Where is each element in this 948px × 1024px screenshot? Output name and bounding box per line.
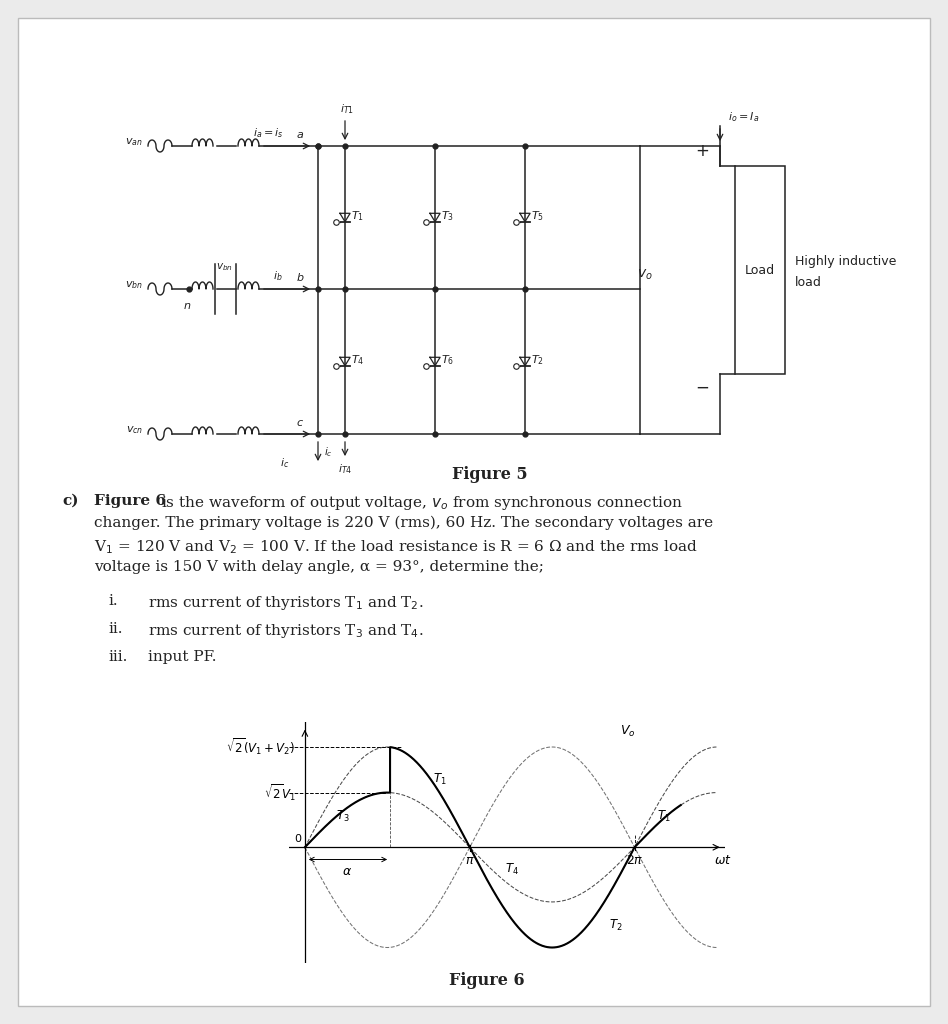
Text: rms current of thyristors T$_3$ and T$_4$.: rms current of thyristors T$_3$ and T$_4… — [148, 622, 424, 640]
Text: load: load — [795, 275, 822, 289]
Text: $\alpha$: $\alpha$ — [342, 865, 353, 878]
Text: $T_3$: $T_3$ — [441, 210, 454, 223]
Text: $T_1$: $T_1$ — [657, 809, 671, 824]
Text: $i_o = I_a$: $i_o = I_a$ — [728, 111, 759, 124]
Text: $T_5$: $T_5$ — [531, 210, 544, 223]
Text: $T_2$: $T_2$ — [610, 918, 623, 933]
Text: $c$: $c$ — [296, 418, 304, 428]
Text: $i_{T1}$: $i_{T1}$ — [340, 102, 354, 116]
Text: +: + — [695, 142, 709, 160]
Text: Highly inductive: Highly inductive — [795, 256, 897, 268]
Text: $-$: $-$ — [695, 378, 709, 396]
Text: $a$: $a$ — [296, 130, 304, 140]
Text: rms current of thyristors T$_1$ and T$_2$.: rms current of thyristors T$_1$ and T$_2… — [148, 594, 424, 612]
Text: $v_{bn}$: $v_{bn}$ — [125, 280, 143, 291]
Text: $T_4$: $T_4$ — [351, 353, 364, 368]
Text: $T_4$: $T_4$ — [505, 862, 520, 877]
Text: $T_3$: $T_3$ — [337, 809, 350, 824]
Text: i.: i. — [108, 594, 118, 608]
Text: ii.: ii. — [108, 622, 122, 636]
Bar — [735, 166, 785, 374]
Text: voltage is 150 V with delay angle, α = 93°, determine the;: voltage is 150 V with delay angle, α = 9… — [94, 560, 544, 574]
Text: $T_1$: $T_1$ — [432, 771, 447, 786]
Text: $b$: $b$ — [296, 271, 304, 283]
Text: V$_1$ = 120 V and V$_2$ = 100 V. If the load resistance is R = 6 Ω and the rms l: V$_1$ = 120 V and V$_2$ = 100 V. If the … — [94, 538, 698, 556]
Text: $T_2$: $T_2$ — [531, 353, 544, 368]
Text: $n$: $n$ — [183, 301, 191, 311]
Text: $0$: $0$ — [294, 833, 302, 844]
Text: input PF.: input PF. — [148, 650, 216, 664]
Text: $v_o$: $v_o$ — [637, 268, 653, 283]
Text: $i_a = i_s$: $i_a = i_s$ — [253, 126, 283, 140]
Text: $v_{bn}$: $v_{bn}$ — [216, 261, 233, 273]
Text: $i_c$: $i_c$ — [324, 445, 333, 459]
Text: $\pi$: $\pi$ — [465, 854, 475, 866]
Text: $T_1$: $T_1$ — [351, 210, 364, 223]
Text: Figure 5: Figure 5 — [452, 466, 528, 483]
Text: $i_{T4}$: $i_{T4}$ — [337, 462, 353, 476]
Text: $V_o$: $V_o$ — [620, 724, 635, 738]
Text: $v_{an}$: $v_{an}$ — [125, 136, 143, 147]
Text: $\sqrt{2}(V_1+V_2)$: $\sqrt{2}(V_1+V_2)$ — [227, 736, 296, 758]
Text: Load: Load — [745, 263, 775, 276]
Text: $T_6$: $T_6$ — [441, 353, 454, 368]
Text: $2\pi$: $2\pi$ — [626, 854, 644, 866]
Text: c): c) — [62, 494, 79, 508]
Text: $\sqrt{2}V_1$: $\sqrt{2}V_1$ — [264, 782, 296, 803]
Text: $i_b$: $i_b$ — [273, 269, 283, 283]
Text: $\omega t$: $\omega t$ — [714, 854, 732, 867]
Text: iii.: iii. — [108, 650, 127, 664]
Text: $i_c$: $i_c$ — [280, 456, 289, 470]
Text: Figure 6: Figure 6 — [449, 972, 525, 989]
Text: changer. The primary voltage is 220 V (rms), 60 Hz. The secondary voltages are: changer. The primary voltage is 220 V (r… — [94, 516, 713, 530]
Text: is the waveform of output voltage, $v_o$ from synchronous connection: is the waveform of output voltage, $v_o$… — [161, 494, 683, 512]
Text: Figure 6: Figure 6 — [94, 494, 166, 508]
Text: $v_{cn}$: $v_{cn}$ — [126, 424, 143, 436]
